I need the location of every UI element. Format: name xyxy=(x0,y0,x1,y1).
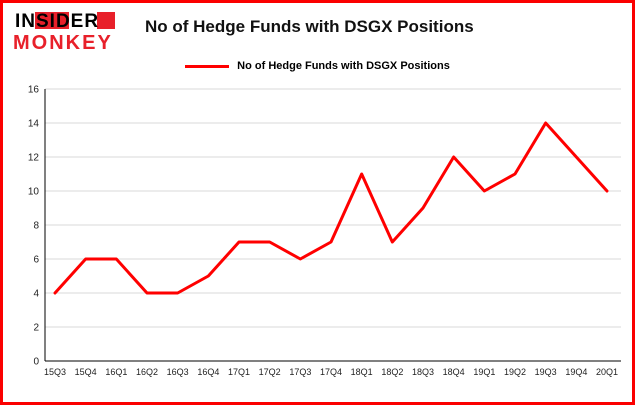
trend-line xyxy=(53,121,609,295)
logo-red-block xyxy=(35,12,69,29)
chart-legend: No of Hedge Funds with DSGX Positions xyxy=(3,57,632,75)
chart-area: 0 2 4 6 8 10 12 14 16 15Q3 15Q4 16Q1 16Q2 16Q3 16Q4 17Q… xyxy=(3,75,632,394)
brand-monkey-text: MONKEY xyxy=(13,32,113,54)
x-tick-label: 19Q1 xyxy=(473,367,495,377)
x-tick-label: 19Q3 xyxy=(535,367,557,377)
chart-title: No of Hedge Funds with DSGX Positions xyxy=(145,17,474,36)
x-tick-label: 17Q1 xyxy=(228,367,250,377)
x-tick-label: 19Q2 xyxy=(504,367,526,377)
y-tick-label: 8 xyxy=(33,221,39,232)
legend-label: No of Hedge Funds with DSGX Positions xyxy=(237,60,450,72)
x-tick-label: 20Q1 xyxy=(596,367,618,377)
x-tick-label: 19Q4 xyxy=(565,367,587,377)
line-chart: 0 2 4 6 8 10 12 14 16 15Q3 15Q4 16Q1 16Q2 16Q3 16Q4 17Q… xyxy=(28,85,621,377)
y-tick-label: 2 xyxy=(33,323,39,334)
x-tick-label: 17Q3 xyxy=(289,367,311,377)
x-tick-label: 18Q1 xyxy=(351,367,373,377)
x-tick-label: 18Q3 xyxy=(412,367,434,377)
x-tick-label: 16Q3 xyxy=(167,367,189,377)
y-tick-label: 0 xyxy=(33,357,39,368)
brand-insider: INSIDER xyxy=(13,11,115,32)
legend-line-swatch xyxy=(185,64,230,68)
y-tick-label: 6 xyxy=(33,255,39,266)
insider-monkey-logo: INSIDER MONKEY xyxy=(13,11,135,53)
y-tick-label: 10 xyxy=(28,187,40,198)
x-tick-label: 18Q4 xyxy=(443,367,465,377)
x-tick-label: 15Q4 xyxy=(75,367,97,377)
x-tick-label: 18Q2 xyxy=(381,367,403,377)
x-tick-label: 16Q1 xyxy=(105,367,127,377)
x-tick-label: 17Q4 xyxy=(320,367,342,377)
logo-red-block xyxy=(97,12,115,29)
y-tick-label: 16 xyxy=(28,85,40,96)
y-tick-label: 12 xyxy=(28,153,40,164)
header: INSIDER MONKEY No of Hedge Funds with DS… xyxy=(3,3,632,53)
brand-insider-text: INSIDER xyxy=(15,11,100,32)
x-tick-label: 16Q2 xyxy=(136,367,158,377)
x-tick-label: 15Q3 xyxy=(44,367,66,377)
y-tick-label: 4 xyxy=(33,289,39,300)
x-tick-label: 17Q2 xyxy=(259,367,281,377)
y-tick-label: 14 xyxy=(28,119,40,130)
x-tick-label: 16Q4 xyxy=(197,367,219,377)
